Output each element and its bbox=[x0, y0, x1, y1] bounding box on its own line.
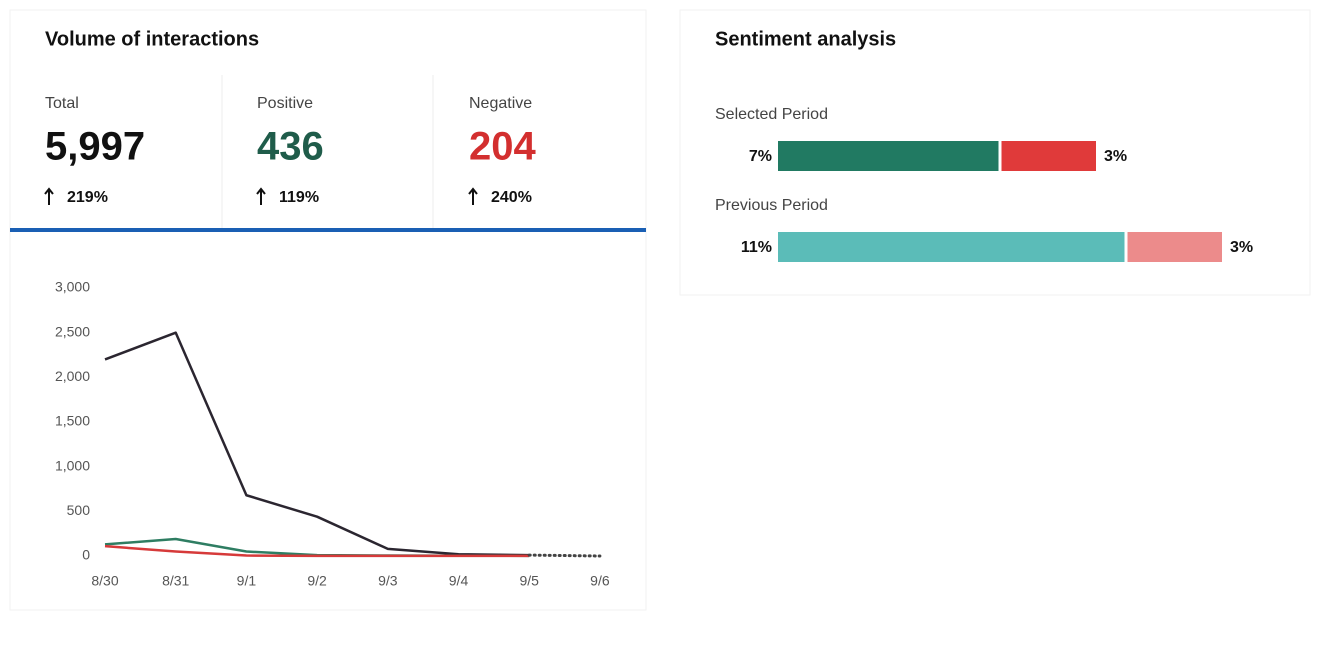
stat-label: Negative bbox=[469, 95, 532, 112]
stat-value: 436 bbox=[257, 125, 324, 169]
y-tick-label: 0 bbox=[82, 547, 90, 563]
stat-label: Total bbox=[45, 95, 79, 112]
stat-change: 119% bbox=[279, 189, 319, 206]
x-tick-label: 8/30 bbox=[91, 573, 118, 589]
stat-change: 240% bbox=[491, 189, 532, 206]
x-tick-label: 9/3 bbox=[378, 573, 398, 589]
up-arrow-icon bbox=[468, 187, 478, 205]
card-title: Sentiment analysis bbox=[715, 28, 896, 50]
period-label: Selected Period bbox=[715, 106, 828, 123]
stat-value: 5,997 bbox=[45, 125, 145, 169]
y-tick-label: 500 bbox=[67, 502, 91, 518]
sentiment-bar bbox=[1127, 232, 1222, 262]
x-tick-label: 9/5 bbox=[519, 573, 539, 589]
bar-value-label: 3% bbox=[1104, 148, 1127, 165]
x-tick-label: 9/6 bbox=[590, 573, 610, 589]
x-tick-label: 9/2 bbox=[307, 573, 327, 589]
y-tick-label: 2,000 bbox=[55, 368, 90, 384]
sentiment-bar bbox=[778, 232, 1125, 262]
series-line bbox=[104, 331, 530, 557]
sentiment-bar bbox=[778, 141, 999, 171]
sentiment-bar bbox=[1001, 141, 1096, 171]
series-line bbox=[104, 544, 530, 558]
bar-value-label: 3% bbox=[1230, 239, 1253, 256]
tab-underline bbox=[10, 228, 646, 232]
up-arrow-icon bbox=[256, 187, 266, 205]
volume-card bbox=[9, 9, 647, 611]
y-tick-label: 2,500 bbox=[55, 323, 90, 339]
y-tick-label: 3,000 bbox=[55, 279, 90, 295]
stat-change: 219% bbox=[67, 189, 108, 206]
bar-value-label: 7% bbox=[749, 148, 772, 165]
stat-value: 204 bbox=[469, 125, 536, 169]
period-label: Previous Period bbox=[715, 197, 828, 214]
y-tick-label: 1,500 bbox=[55, 413, 90, 429]
bar-value-label: 11% bbox=[741, 239, 772, 256]
series-line bbox=[527, 553, 602, 558]
card-title: Volume of interactions bbox=[45, 28, 259, 50]
x-tick-label: 9/4 bbox=[449, 573, 469, 589]
up-arrow-icon bbox=[44, 187, 54, 205]
x-tick-label: 8/31 bbox=[162, 573, 189, 589]
stat-label: Positive bbox=[257, 95, 313, 112]
y-tick-label: 1,000 bbox=[55, 457, 90, 473]
x-tick-label: 9/1 bbox=[237, 573, 257, 589]
